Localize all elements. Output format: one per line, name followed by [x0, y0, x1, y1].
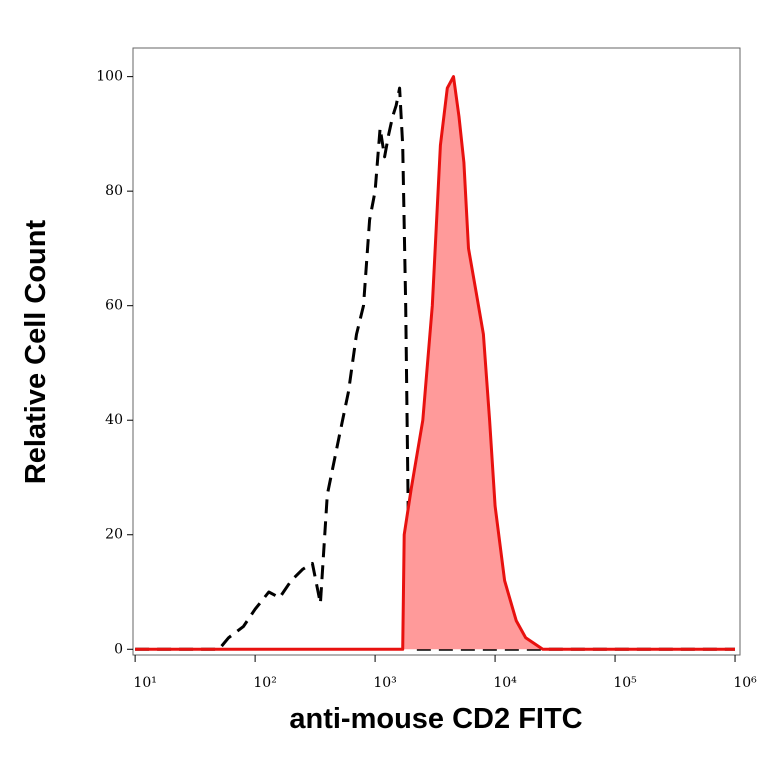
x-tick-label: 10⁵ [613, 675, 637, 691]
series-line [135, 75, 735, 651]
series-line [135, 86, 735, 651]
y-tick-label: 100 [96, 69, 123, 85]
y-tick-label: 0 [114, 641, 123, 657]
y-tick-label: 40 [105, 412, 123, 428]
x-tick-label: 10⁶ [733, 675, 757, 691]
x-axis-label: anti-mouse CD2 FITC [289, 703, 582, 735]
y-tick-label: 80 [105, 183, 123, 199]
x-tick-label: 10³ [373, 675, 396, 691]
y-tick-label: 60 [105, 298, 123, 314]
y-tick-label: 20 [105, 527, 123, 543]
y-axis-label: Relative Cell Count [20, 220, 52, 485]
x-tick-label: 10² [253, 675, 276, 691]
area [135, 76, 736, 650]
x-tick-label: 10¹ [133, 675, 156, 691]
plot-frame [132, 47, 741, 656]
x-tick-label: 10⁴ [493, 675, 517, 691]
